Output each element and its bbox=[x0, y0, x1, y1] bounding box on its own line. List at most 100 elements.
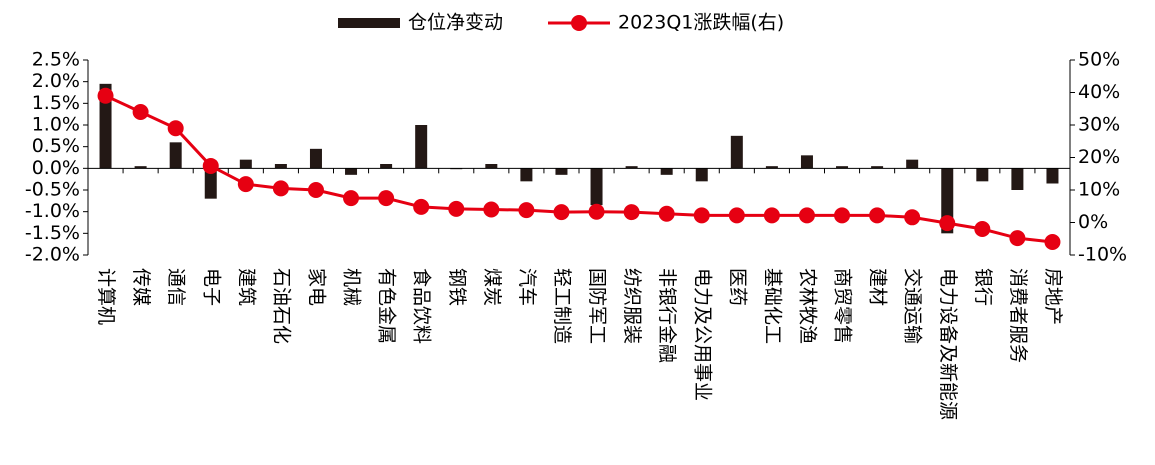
bar bbox=[345, 168, 358, 175]
point bbox=[834, 207, 851, 224]
point bbox=[763, 207, 780, 224]
x-tick-label: 国防军工 bbox=[586, 268, 608, 344]
y-tick-label: 0.0% bbox=[32, 157, 80, 179]
legend-swatch bbox=[571, 15, 587, 31]
y2-tick-label: 50% bbox=[1078, 49, 1120, 71]
line bbox=[104, 94, 1053, 244]
bar bbox=[836, 166, 849, 169]
x-tick-label: 交通运输 bbox=[902, 268, 924, 344]
bar bbox=[99, 83, 112, 169]
point bbox=[974, 221, 991, 237]
point bbox=[518, 202, 535, 219]
x-tick-label: 纺织服装 bbox=[621, 268, 643, 344]
bar bbox=[415, 125, 428, 169]
bar bbox=[485, 164, 498, 169]
point bbox=[939, 215, 956, 232]
y-tick-label: -1.5% bbox=[25, 222, 80, 244]
x-tick-label: 食品饮料 bbox=[411, 268, 433, 344]
point bbox=[237, 176, 254, 193]
x-tick-label: 通信 bbox=[165, 268, 187, 306]
x-tick-label: 电力及公用事业 bbox=[691, 268, 713, 401]
y-tick-label: 0.5% bbox=[32, 135, 80, 157]
point bbox=[1009, 230, 1026, 247]
x-tick-label: 电子 bbox=[200, 268, 222, 306]
x-tick-label: 医药 bbox=[726, 268, 748, 306]
point bbox=[448, 200, 465, 217]
point bbox=[693, 207, 710, 224]
y-tick-label: 2.0% bbox=[32, 70, 80, 92]
x-tick-label: 有色金属 bbox=[376, 268, 398, 344]
point bbox=[307, 182, 324, 198]
bar bbox=[765, 166, 778, 169]
bar bbox=[660, 168, 673, 175]
y-tick-label: 1.0% bbox=[32, 114, 80, 136]
x-tick-label: 农林牧渔 bbox=[796, 268, 818, 344]
point bbox=[658, 205, 675, 222]
point bbox=[483, 201, 500, 218]
point bbox=[869, 207, 886, 224]
point bbox=[623, 204, 640, 221]
point bbox=[378, 190, 395, 207]
point bbox=[97, 87, 114, 104]
bar bbox=[800, 155, 813, 169]
x-tick-label: 消费者服务 bbox=[1007, 268, 1029, 363]
x-tick-label: 商贸零售 bbox=[832, 268, 854, 344]
bar bbox=[625, 166, 638, 169]
bar bbox=[871, 166, 884, 169]
bar bbox=[239, 159, 252, 169]
point bbox=[413, 198, 430, 215]
x-tick-label: 建筑 bbox=[235, 268, 257, 306]
bar bbox=[134, 166, 147, 169]
y-tick-label: 1.5% bbox=[32, 92, 80, 114]
point bbox=[1044, 234, 1061, 250]
y-tick-label: -2.0% bbox=[25, 244, 80, 266]
legend-label: 仓位净变动 bbox=[408, 12, 503, 34]
bar bbox=[906, 159, 919, 169]
legend-label: 2023Q1涨跌幅(右) bbox=[618, 12, 784, 34]
bar bbox=[520, 168, 533, 182]
x-tick-label: 房地产 bbox=[1042, 268, 1064, 325]
y-tick-label: -1.0% bbox=[25, 200, 80, 222]
y2-tick-label: 40% bbox=[1078, 81, 1120, 103]
y-tick-label: -0.5% bbox=[25, 179, 80, 201]
legend-swatch bbox=[338, 18, 400, 28]
point bbox=[132, 104, 149, 120]
point bbox=[588, 203, 605, 220]
y2-tick-label: -10% bbox=[1078, 244, 1127, 266]
point bbox=[553, 204, 570, 221]
point bbox=[202, 157, 219, 174]
bar bbox=[309, 148, 322, 169]
y2-tick-label: 0% bbox=[1078, 211, 1108, 233]
point bbox=[728, 207, 745, 224]
x-tick-label: 建材 bbox=[867, 268, 889, 306]
bar bbox=[590, 168, 603, 206]
x-tick-label: 钢铁 bbox=[446, 268, 468, 306]
y2-tick-label: 30% bbox=[1078, 114, 1120, 136]
bar bbox=[274, 164, 287, 169]
x-tick-label: 基础化工 bbox=[761, 268, 783, 344]
bar bbox=[730, 135, 743, 169]
x-tick-label: 汽车 bbox=[516, 268, 538, 306]
x-tick-label: 轻工制造 bbox=[551, 268, 573, 344]
x-tick-label: 石油石化 bbox=[270, 268, 292, 344]
point bbox=[798, 207, 815, 224]
x-tick-label: 家电 bbox=[305, 268, 327, 306]
point bbox=[272, 180, 289, 197]
point bbox=[343, 190, 360, 207]
y2-tick-label: 20% bbox=[1078, 146, 1120, 168]
x-tick-label: 煤炭 bbox=[481, 268, 503, 306]
bar bbox=[204, 168, 217, 199]
bar bbox=[555, 168, 568, 175]
bar bbox=[169, 142, 182, 169]
bar bbox=[976, 168, 989, 182]
bar bbox=[380, 164, 393, 169]
point bbox=[167, 120, 184, 137]
bar bbox=[1046, 168, 1059, 184]
bar bbox=[695, 168, 708, 182]
bar bbox=[1011, 168, 1024, 190]
x-tick-label: 计算机 bbox=[95, 268, 117, 325]
x-tick-label: 非银行金融 bbox=[656, 268, 678, 363]
x-tick-label: 电力设备及新能源 bbox=[937, 268, 959, 420]
x-tick-label: 银行 bbox=[972, 268, 994, 306]
